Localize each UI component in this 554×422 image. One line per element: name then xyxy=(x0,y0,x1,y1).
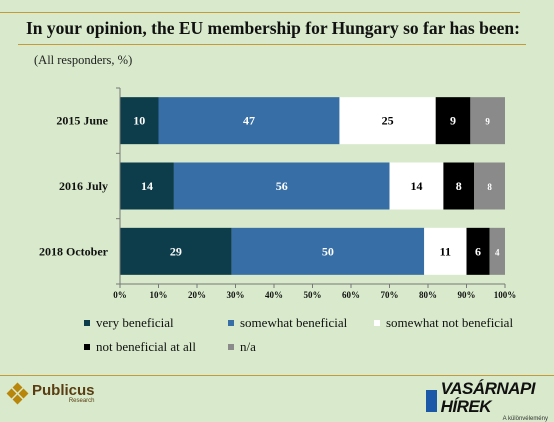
data-label: 25 xyxy=(382,114,394,128)
bar-segment xyxy=(389,162,444,210)
data-label: 6 xyxy=(475,244,481,258)
x-tick-label: 60% xyxy=(342,290,360,300)
legend-label: not beneficial at all xyxy=(96,339,196,354)
data-label: 47 xyxy=(243,114,255,128)
publicus-logo-subtext: Research xyxy=(68,398,95,404)
x-tick-label: 100% xyxy=(494,290,517,300)
publicus-logo-mark-icon xyxy=(6,382,29,405)
bar-segment xyxy=(120,227,232,275)
legend-item: not beneficial at all xyxy=(84,339,196,355)
data-label: 4 xyxy=(495,247,500,257)
legend-item: somewhat beneficial xyxy=(228,315,347,331)
vasarnapi-hirek-logo: VASÁRNAPI HÍREK A különvélemény xyxy=(426,380,554,422)
legend-swatch xyxy=(84,320,90,326)
bar-segment xyxy=(489,227,505,275)
bar-segment xyxy=(466,227,490,275)
x-tick-label: 40% xyxy=(265,290,283,300)
publicus-logo: Publicus Research xyxy=(6,382,95,405)
publicus-logo-text: Publicus xyxy=(32,382,95,399)
data-label: 11 xyxy=(440,244,451,258)
category-label: 2016 July xyxy=(59,179,108,193)
legend-item: somewhat not beneficial xyxy=(374,315,513,331)
data-label: 29 xyxy=(170,244,182,258)
x-tick-label: 90% xyxy=(458,290,476,300)
data-label: 8 xyxy=(456,179,462,193)
legend-label: very beneficial xyxy=(96,315,174,330)
bar-segment xyxy=(424,227,467,275)
x-tick-label: 50% xyxy=(304,290,322,300)
x-tick-label: 0% xyxy=(113,290,127,300)
x-tick-label: 30% xyxy=(227,290,245,300)
bar-segment xyxy=(120,162,174,210)
chart-title: In your opinion, the EU membership for H… xyxy=(26,18,520,38)
x-tick-label: 10% xyxy=(150,290,168,300)
data-label: 14 xyxy=(410,179,422,193)
data-label: 9 xyxy=(485,117,490,127)
category-label: 2018 October xyxy=(39,244,109,258)
bar-segment xyxy=(158,97,340,145)
chart-subtitle: (All responders, %) xyxy=(34,53,133,67)
bar-segment xyxy=(120,97,159,145)
bar-segment xyxy=(173,162,390,210)
legend-label: somewhat beneficial xyxy=(240,315,348,330)
legend-swatch xyxy=(84,344,90,350)
bar-segment xyxy=(443,162,475,210)
legend-label: somewhat not beneficial xyxy=(386,315,514,330)
x-tick-label: 70% xyxy=(381,290,399,300)
bar-segment xyxy=(470,97,505,145)
title-rule xyxy=(18,44,526,45)
x-tick-label: 20% xyxy=(188,290,206,300)
legend-item: very beneficial xyxy=(84,315,174,331)
data-label: 56 xyxy=(276,179,288,193)
legend-swatch xyxy=(228,320,234,326)
data-label: 8 xyxy=(487,182,492,192)
category-label: 2015 June xyxy=(56,114,108,128)
legend-label: n/a xyxy=(240,339,256,354)
vasarnapi-hirek-logo-text: VASÁRNAPI HÍREK xyxy=(440,379,536,416)
bar-segment xyxy=(474,162,505,210)
legend-swatch xyxy=(228,344,234,350)
data-label: 10 xyxy=(133,114,145,128)
legend-swatch xyxy=(374,320,380,326)
bar-segment xyxy=(435,97,471,145)
legend-item: n/a xyxy=(228,339,256,355)
footer-rule xyxy=(0,375,554,376)
bar-segment xyxy=(231,227,425,275)
top-rule xyxy=(0,12,520,13)
data-label: 14 xyxy=(141,179,153,193)
bar-segment xyxy=(339,97,436,145)
vasarnapi-hirek-logo-mark-icon xyxy=(426,390,437,412)
data-label: 9 xyxy=(450,114,456,128)
x-tick-label: 80% xyxy=(419,290,437,300)
data-label: 50 xyxy=(322,244,334,258)
